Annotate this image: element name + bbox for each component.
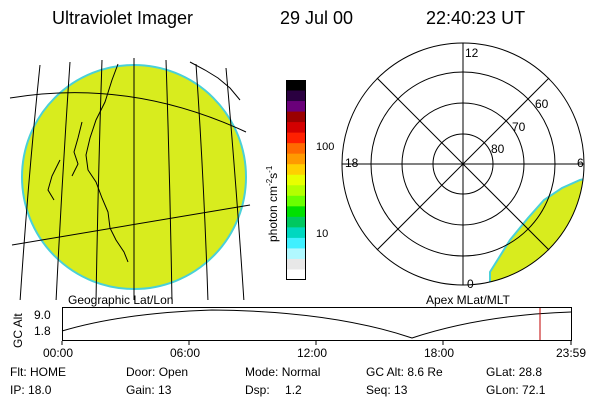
orbit-ytick-9: 9.0: [34, 308, 51, 322]
orbit-xtick-0600: 06:00: [170, 346, 201, 360]
mlat-label-70: 70: [512, 120, 526, 134]
status-mode: Mode: Normal: [245, 365, 321, 379]
mlt-label-18: 18: [345, 156, 359, 170]
colorbar-tick-10: 10: [316, 228, 329, 240]
status-gc-alt: GC Alt: 8.6 Re: [366, 365, 443, 379]
colorbar-swatch: [286, 258, 306, 270]
orbit-xtick-1200: 12:00: [297, 346, 328, 360]
mlat-label-60: 60: [535, 97, 549, 111]
colorbar-swatch: [286, 80, 306, 92]
geographic-panel-label: Geographic Lat/Lon: [68, 293, 174, 307]
colorbar-swatch: [286, 132, 306, 144]
altitude-curve: [61, 309, 572, 339]
colorbar-swatch: [286, 237, 306, 249]
status-ip: IP: 18.0: [10, 383, 52, 397]
colorbar-border: [286, 80, 306, 280]
lat-lon-grid: [9, 58, 251, 300]
orbit-xtick-0000: 00:00: [43, 346, 74, 360]
status-gain: Gain: 13: [126, 383, 172, 397]
colorbar: [286, 80, 306, 281]
colorbar-swatch: [286, 195, 306, 207]
coastlines: [47, 61, 241, 263]
status-door: Door: Open: [126, 365, 189, 379]
orbit-xtick-1800: 18:00: [424, 346, 455, 360]
colorbar-swatch: [286, 111, 306, 123]
colorbar-swatch: [286, 164, 306, 176]
polar-image: [341, 42, 585, 286]
auroral-oval: [489, 176, 584, 285]
colorbar-swatch: [286, 153, 306, 165]
colorbar-tick-100: 100: [316, 141, 335, 153]
colorbar-swatch: [286, 101, 306, 113]
colorbar-unit-label: photon cm-2s-1: [265, 165, 280, 242]
colorbar-swatch: [286, 143, 306, 155]
geographic-image: [9, 58, 251, 300]
colorbar-swatch: [286, 216, 306, 228]
colorbar-swatch: [286, 227, 306, 239]
colorbar-swatch: [286, 90, 306, 102]
colorbar-swatch: [286, 248, 306, 260]
status-dsp: Dsp: 1.2: [245, 383, 302, 397]
status-glon: GLon: 72.1: [486, 383, 546, 397]
date-label: 29 Jul 00: [280, 8, 354, 28]
orbit-ylabel: GC Alt: [11, 313, 25, 348]
status-seq: Seq: 13: [366, 383, 408, 397]
mlt-label-0: 0: [467, 277, 474, 291]
polar-panel-label: Apex MLat/MLT: [426, 293, 510, 307]
app-title: Ultraviolet Imager: [52, 8, 194, 28]
colorbar-swatch: [286, 122, 306, 134]
orbit-altitude-plot: [61, 307, 572, 345]
colorbar-swatch: [286, 269, 306, 281]
orbit-xtick-2359: 23:59: [556, 346, 587, 360]
colorbar-swatch: [286, 206, 306, 218]
status-flt: Flt: HOME: [10, 365, 67, 379]
mlt-label-12: 12: [465, 46, 479, 60]
colorbar-swatch: [286, 174, 306, 186]
colorbar-swatch: [286, 185, 306, 197]
status-glat: GLat: 28.8: [486, 365, 543, 379]
orbit-ytick-1-8: 1.8: [34, 324, 51, 338]
time-label: 22:40:23 UT: [426, 8, 526, 28]
mlt-label-6: 6: [577, 156, 584, 170]
mlat-label-80: 80: [491, 142, 505, 156]
